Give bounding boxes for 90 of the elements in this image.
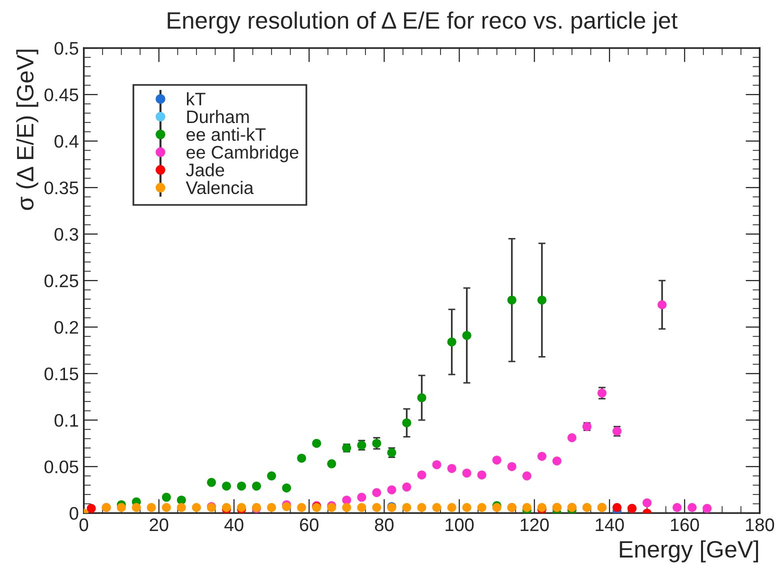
x-tick-label: 0	[79, 518, 88, 532]
point	[402, 482, 412, 492]
point	[192, 503, 201, 512]
point	[702, 504, 712, 513]
x-tick-label: 120	[520, 518, 549, 532]
point	[552, 456, 562, 466]
y-tick-label: 0.25	[44, 274, 78, 288]
point	[132, 503, 141, 512]
point	[357, 503, 366, 512]
point	[477, 470, 486, 480]
point	[492, 456, 502, 465]
y-tick-label: 0.1	[54, 414, 78, 427]
point	[176, 503, 186, 512]
point	[267, 503, 276, 512]
x-tick-label: 140	[596, 518, 624, 532]
legend-label: ee anti-kT	[186, 128, 266, 141]
point	[86, 504, 96, 513]
y-tick-label: 0.35	[44, 181, 78, 194]
point	[342, 496, 352, 505]
x-tick-label: 160	[670, 518, 699, 532]
point	[642, 498, 652, 508]
point	[116, 503, 126, 512]
point	[176, 496, 186, 505]
point	[658, 300, 667, 310]
y-tick-label: 0.2	[54, 321, 78, 334]
point	[387, 485, 396, 494]
x-tick-label: 180	[746, 518, 774, 532]
x-tick-label: 40	[224, 518, 244, 532]
point	[417, 503, 426, 512]
point	[372, 503, 382, 512]
point	[507, 462, 516, 472]
point	[477, 503, 486, 512]
point	[447, 503, 456, 512]
point	[297, 454, 306, 463]
point	[327, 459, 336, 468]
y-tick-label: 0.05	[44, 460, 78, 474]
point	[162, 492, 171, 502]
y-tick-label: 0.4	[54, 134, 78, 148]
point	[432, 460, 442, 470]
point	[432, 503, 442, 512]
point	[312, 438, 322, 448]
point	[402, 503, 412, 512]
point	[567, 433, 576, 442]
point	[688, 503, 697, 512]
point	[507, 296, 516, 305]
point	[597, 388, 606, 398]
point	[417, 470, 426, 480]
point	[252, 482, 262, 491]
point	[447, 337, 456, 346]
point	[612, 503, 622, 512]
point	[462, 503, 472, 512]
legend-label: kT	[186, 92, 206, 106]
y-tick-label: 0	[70, 507, 78, 520]
legend-label: Jade	[186, 163, 224, 176]
point	[537, 452, 546, 461]
x-tick-label: 60	[300, 518, 318, 532]
x-tick-label: 80	[374, 518, 394, 532]
point	[417, 393, 426, 402]
x-tick-label: 100	[446, 518, 474, 532]
legend-label: Valencia	[186, 180, 254, 194]
point	[522, 503, 532, 512]
chart-title: Energy resolution of Δ E/E for reco vs. particle jet	[168, 11, 678, 34]
point	[462, 330, 472, 340]
point	[282, 483, 292, 492]
point	[462, 468, 472, 478]
x-tick-label: 20	[150, 518, 168, 532]
y-tick-label: 0.45	[44, 88, 78, 102]
legend-label: ee Cambridge	[186, 145, 298, 162]
y-tick-label: 0.5	[54, 42, 78, 55]
point	[146, 503, 156, 512]
point	[357, 492, 366, 502]
point	[372, 488, 382, 498]
point	[402, 418, 412, 428]
y-tick-label: 0.3	[54, 228, 78, 241]
point	[537, 296, 546, 305]
point	[447, 464, 456, 473]
point	[162, 503, 171, 512]
point	[222, 482, 231, 491]
point	[297, 503, 306, 512]
point	[206, 478, 216, 487]
x-axis-title: Energy [GeV]	[620, 540, 758, 562]
point	[237, 482, 246, 491]
point	[267, 471, 276, 480]
y-tick-label: 0.15	[44, 368, 78, 380]
legend-label: Durham	[187, 110, 249, 124]
point	[522, 471, 532, 480]
point	[342, 503, 352, 512]
point	[372, 438, 382, 448]
y-axis-title: σ (Δ E/E) [GeV]	[16, 50, 38, 210]
point	[672, 503, 682, 512]
